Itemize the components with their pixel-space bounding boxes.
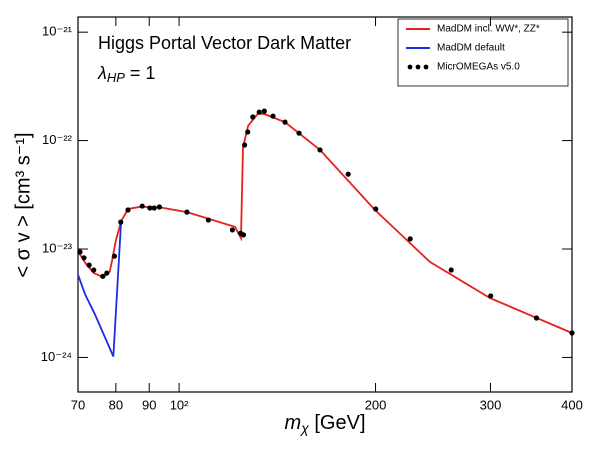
data-point bbox=[282, 119, 288, 125]
data-point bbox=[205, 217, 212, 223]
data-point bbox=[448, 267, 454, 273]
data-point bbox=[245, 129, 251, 135]
data-point bbox=[147, 205, 153, 211]
y-tick-label: 10⁻²¹ bbox=[42, 24, 73, 39]
chart-title: Higgs Portal Vector Dark Matter bbox=[98, 33, 351, 53]
x-tick-label: 400 bbox=[561, 397, 583, 412]
data-point bbox=[125, 207, 131, 213]
legend-label: MadDM default bbox=[437, 43, 505, 54]
series-line bbox=[77, 112, 573, 334]
data-point bbox=[533, 315, 540, 321]
data-point bbox=[241, 142, 248, 148]
x-tick-label: 90 bbox=[142, 397, 156, 412]
data-point bbox=[407, 236, 413, 242]
series-line bbox=[77, 221, 123, 357]
x-tick-label: 70 bbox=[71, 397, 85, 412]
data-point bbox=[111, 253, 118, 259]
data-point bbox=[184, 209, 190, 215]
annotation: λHP = 1 bbox=[97, 63, 155, 86]
data-point bbox=[81, 255, 87, 261]
data-point bbox=[373, 206, 379, 212]
data-point bbox=[261, 108, 267, 114]
legend-swatch bbox=[407, 64, 413, 70]
data-point bbox=[240, 232, 247, 238]
y-tick-label: 10⁻²³ bbox=[42, 240, 73, 255]
data-point bbox=[345, 171, 351, 177]
y-axis-label: < σ v > [cm³ s⁻¹] bbox=[12, 132, 34, 277]
data-point bbox=[104, 270, 110, 276]
legend-label: MicrOMEGAs v5.0 bbox=[437, 62, 520, 73]
y-tick-label: 10⁻²⁴ bbox=[41, 349, 72, 364]
x-axis-label: mχ [GeV] bbox=[284, 412, 365, 435]
data-point bbox=[86, 262, 92, 268]
x-tick-label: 300 bbox=[480, 397, 502, 412]
data-point bbox=[91, 267, 97, 273]
x-tick-label: 80 bbox=[109, 397, 123, 412]
data-point bbox=[151, 205, 157, 211]
data-point bbox=[296, 130, 302, 136]
legend-label: MadDM incl. WW*, ZZ* bbox=[437, 24, 540, 35]
legend bbox=[397, 18, 569, 87]
y-tick-label: 10⁻²² bbox=[42, 132, 73, 147]
data-point bbox=[229, 227, 236, 233]
data-point bbox=[139, 203, 145, 209]
data-point bbox=[118, 219, 124, 225]
x-tick-label: 10² bbox=[170, 397, 189, 412]
data-point bbox=[488, 293, 494, 299]
data-point bbox=[156, 204, 163, 210]
data-point bbox=[250, 114, 256, 120]
plot-frame bbox=[77, 16, 573, 393]
data-point bbox=[77, 249, 83, 255]
data-point bbox=[317, 147, 323, 153]
x-tick-label: 200 bbox=[365, 397, 387, 412]
data-point bbox=[569, 330, 575, 336]
legend-swatch bbox=[423, 64, 429, 70]
legend-swatch bbox=[415, 64, 421, 70]
data-point bbox=[270, 113, 276, 119]
data-point bbox=[100, 273, 106, 279]
data-point bbox=[256, 109, 262, 115]
